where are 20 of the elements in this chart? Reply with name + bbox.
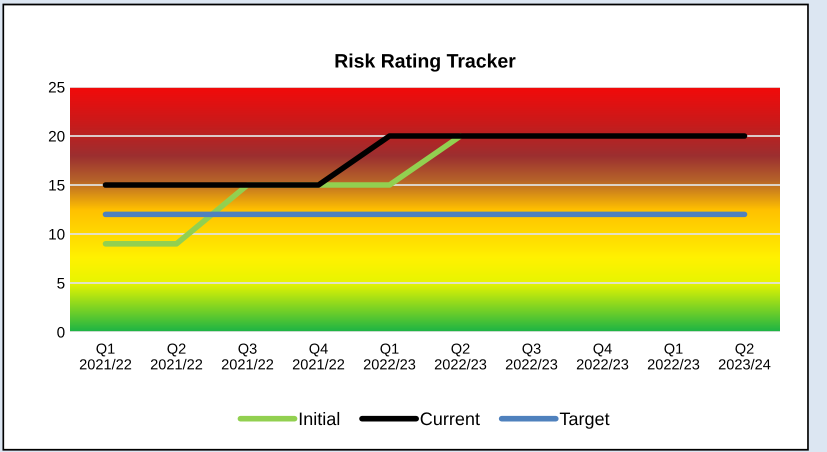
y-tick-label: 5	[57, 278, 64, 289]
x-tick-label: Q4 2021/22	[292, 343, 344, 370]
x-tick-label: Q1 2021/22	[80, 343, 132, 370]
y-tick-label: 10	[49, 228, 65, 240]
legend-label: Current	[420, 412, 480, 426]
legend-label: Target	[560, 412, 610, 429]
x-tick-label: Q4 2022/23	[576, 343, 628, 370]
chart-title: Risk Rating Tracker	[336, 53, 516, 72]
legend-label: Initial	[300, 412, 340, 426]
y-tick-label: 15	[49, 180, 64, 191]
x-tick-label: Q1 2022/23	[648, 343, 700, 370]
x-tick-label: Q3 2022/23	[506, 343, 558, 370]
x-tick-label: Q1 2022/23	[364, 343, 416, 370]
y-tick-label: 20	[48, 130, 65, 142]
x-tick-label: Q3 2021/22	[222, 343, 274, 370]
y-tick-label: 25	[48, 82, 64, 93]
x-tick-label: Q2 2023/24	[718, 343, 770, 370]
x-tick-label: Q2 2021/22	[150, 343, 202, 370]
y-tick-label: 0	[57, 326, 65, 338]
x-tick-label: Q2 2022/23	[434, 343, 486, 370]
